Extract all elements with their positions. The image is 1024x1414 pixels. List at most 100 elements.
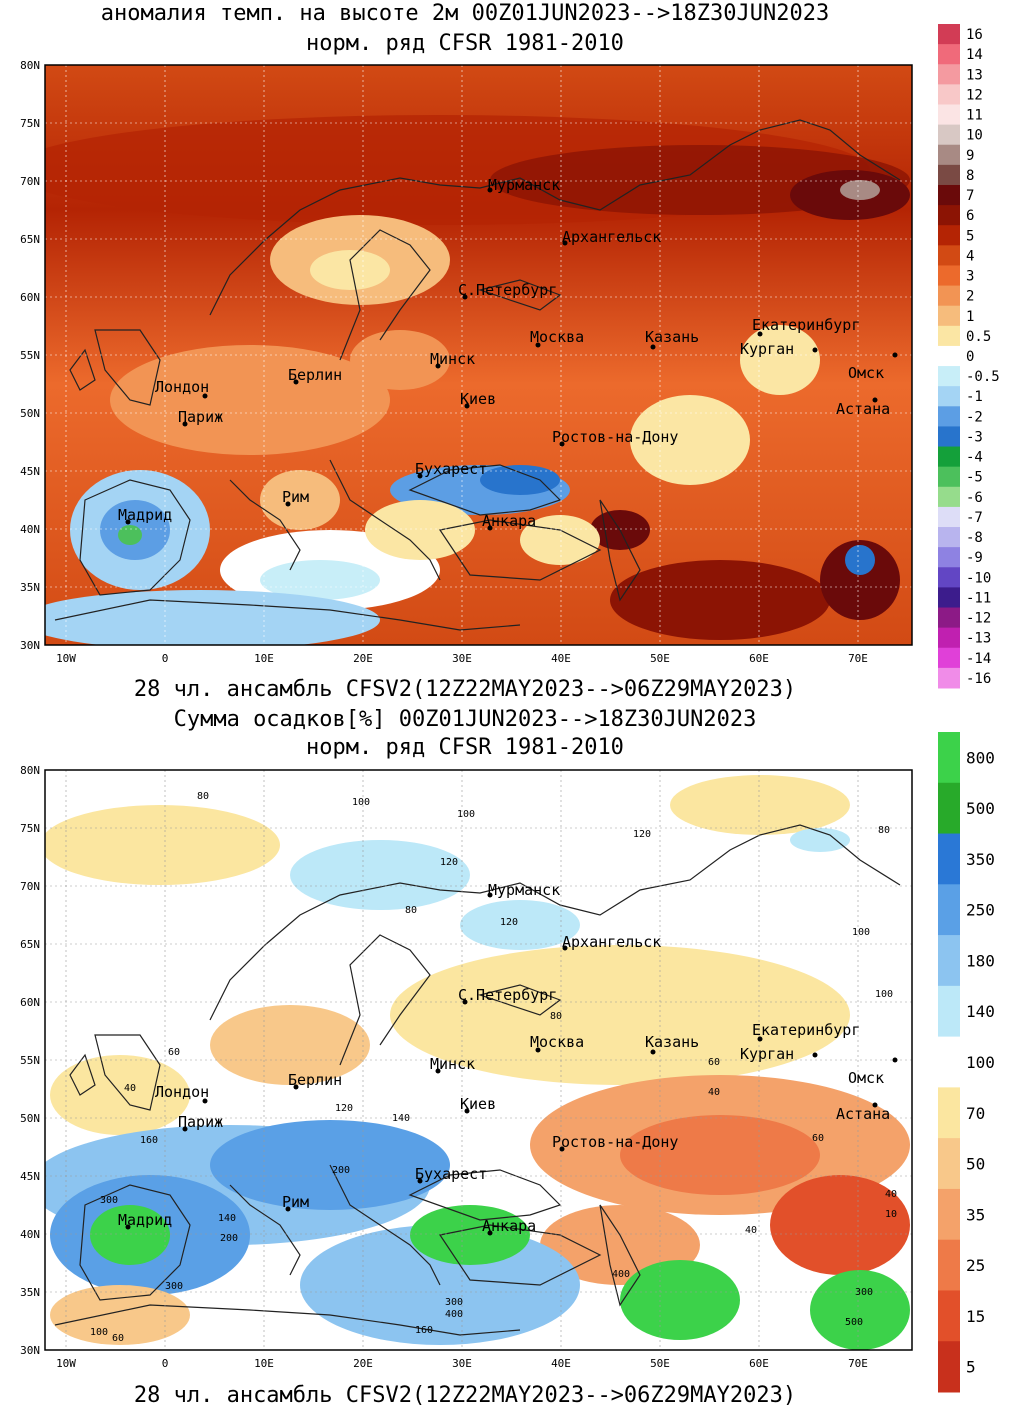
colorbar-swatch (938, 144, 960, 166)
colorbar-label: -3 (966, 429, 983, 445)
colorbar-swatch (938, 667, 960, 689)
colorbar-swatch (938, 124, 960, 146)
contour-label: 60 (812, 1133, 824, 1144)
colorbar-label: 140 (966, 1002, 995, 1021)
colorbar-swatch (938, 607, 960, 629)
city-kazan: Казань (645, 328, 699, 346)
colorbar-label: -9 (966, 550, 983, 566)
colorbar-label: 8 (966, 168, 974, 184)
city-madrid: Мадрид (118, 1211, 172, 1229)
city-kurgan: Курган (740, 340, 794, 358)
lat-label: 40N (20, 523, 40, 536)
colorbar-swatch (938, 104, 960, 126)
contour-label: 40 (124, 1083, 136, 1094)
city-omsk: Омск (848, 364, 884, 382)
colorbar-label: -11 (966, 590, 991, 606)
contour-label: 40 (745, 1225, 757, 1236)
colorbar-label: -4 (966, 450, 983, 466)
city-paris: Париж (178, 408, 223, 426)
precipitation-map: 80 100 100 120 120 80 120 80 100 100 80 … (0, 764, 930, 1377)
contour-label: 400 (445, 1309, 463, 1320)
colorbar-label: 100 (966, 1053, 995, 1072)
colorbar-label: 25 (966, 1256, 985, 1275)
city-markers (125, 187, 898, 531)
colorbar-swatch (938, 406, 960, 427)
colorbar-label: 16 (966, 27, 983, 43)
city-kurgan: Курган (740, 1045, 794, 1063)
colorbar-label: 4 (966, 248, 974, 264)
colorbar-swatch (938, 1341, 960, 1393)
city-kiev: Киев (460, 1095, 496, 1113)
colorbar-swatch (938, 884, 960, 936)
lat-label: 65N (20, 233, 40, 246)
lon-label: 70E (848, 652, 868, 665)
lat-label: 75N (20, 117, 40, 130)
city-minsk: Минск (430, 1055, 475, 1073)
colorbar-label: -1 (966, 389, 983, 405)
graticule (45, 65, 912, 645)
temperature-anomaly-map: 80N 75N 70N 65N 60N 55N 50N 45N 40N 35N … (0, 59, 930, 670)
lon-axis: 10W 0 10E 20E 30E 40E 50E 60E 70E (56, 1357, 868, 1370)
colorbar-label: 9 (966, 148, 974, 164)
contour-label: 160 (415, 1325, 433, 1336)
colorbar-label: 15 (966, 1307, 985, 1326)
city-berlin: Берлин (288, 366, 342, 384)
city-ankara: Анкара (482, 1217, 536, 1235)
colorbar-swatch (938, 506, 960, 528)
map-frame (44, 769, 913, 1351)
lat-label: 30N (20, 1344, 40, 1357)
lon-label: 0 (162, 652, 169, 665)
lat-label: 55N (20, 349, 40, 362)
city-rome: Рим (282, 1193, 309, 1211)
colorbar-swatch (938, 732, 960, 784)
temperature-colorbar: 16 14 13 12 11 10 9 8 7 6 5 4 3 2 1 0.5 0 -0.5 -1 -2 -3 -4 -5 -… (932, 16, 1024, 696)
colorbar-label: 14 (966, 47, 983, 63)
colorbar-swatch (938, 184, 960, 206)
contour-label: 200 (220, 1233, 238, 1244)
contour-label: 40 (708, 1087, 720, 1098)
lat-label: 60N (20, 996, 40, 1009)
colorbar-label: 13 (966, 67, 983, 83)
lat-label: 70N (20, 175, 40, 188)
city-london: Лондон (155, 378, 209, 396)
city-murmansk: Мурманск (488, 176, 560, 194)
colorbar-swatch (938, 527, 960, 548)
lon-label: 20E (353, 652, 373, 665)
temperature-anomaly-svg: 80N 75N 70N 65N 60N 55N 50N 45N 40N 35N … (20, 59, 913, 665)
city-omsk: Омск (848, 1069, 884, 1087)
city-berlin: Берлин (288, 1071, 342, 1089)
colorbar-swatch (938, 985, 960, 1038)
contour-label: 160 (140, 1135, 158, 1146)
colorbar-swatch (938, 265, 960, 287)
lon-label: 10W (56, 1357, 76, 1370)
colorbar-label: -8 (966, 530, 983, 546)
colorbar-swatch (938, 647, 960, 669)
colorbar-label: -5 (966, 470, 983, 486)
map-frame (44, 64, 913, 646)
colorbar-label: 3 (966, 269, 974, 285)
lat-label: 75N (20, 822, 40, 835)
colorbar-label: 70 (966, 1104, 985, 1123)
lat-label: 55N (20, 1054, 40, 1067)
colorbar-swatch (938, 245, 960, 266)
colorbar-label: 0 (966, 349, 974, 365)
colorbar-swatch (938, 833, 960, 885)
contour-label: 300 (445, 1297, 463, 1308)
contour-labels: 80 100 100 120 120 80 120 80 100 100 80 … (90, 791, 897, 1344)
city-arkhangelsk: Архангельск (562, 933, 661, 951)
colorbar-label: 5 (966, 228, 974, 244)
contour-label: 300 (100, 1195, 118, 1206)
colorbar-swatch (938, 446, 960, 468)
lat-axis: 80N 75N 70N 65N 60N 55N 50N 45N 40N 35N … (20, 59, 40, 652)
colorbar-swatch (938, 426, 960, 448)
colorbar-label: 350 (966, 850, 995, 869)
lon-label: 30E (452, 1357, 472, 1370)
precip-map-title: Сумма осадков[%] 00Z01JUN2023-->18Z30JUN… (173, 707, 757, 732)
temp-map-footer: 28 чл. ансамбль CFSV2(12Z22MAY2023-->06Z… (133, 677, 797, 702)
contour-label: 300 (855, 1287, 873, 1298)
colorbar-swatch (938, 205, 960, 226)
lat-label: 45N (20, 1170, 40, 1183)
city-bucharest: Бухарест (415, 460, 487, 478)
city-london: Лондон (155, 1083, 209, 1101)
colorbar-swatch (938, 567, 960, 588)
